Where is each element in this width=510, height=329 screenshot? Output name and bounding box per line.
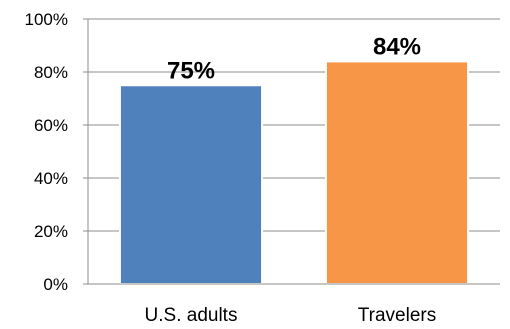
y-tick-label: 0% (43, 275, 68, 294)
y-tick-label: 60% (34, 116, 68, 135)
data-label: 75% (167, 57, 215, 84)
x-category-label: U.S. adults (145, 305, 238, 326)
y-tick-label: 40% (34, 169, 68, 188)
x-category-label: Travelers (358, 305, 436, 326)
bar-u-s-adults (118, 84, 264, 285)
bar-travelers (324, 60, 470, 286)
data-label: 84% (373, 33, 421, 60)
axes (83, 18, 500, 285)
y-tick-labels: 0% 20% 40% 60% 80% 100% (25, 10, 68, 294)
data-labels: 75% 84% (167, 33, 421, 84)
y-tick-label: 80% (34, 63, 68, 82)
y-tick-label: 20% (34, 222, 68, 241)
bars (118, 60, 470, 286)
x-category-labels: U.S. adults Travelers (145, 305, 437, 326)
y-tick-label: 100% (25, 10, 68, 29)
